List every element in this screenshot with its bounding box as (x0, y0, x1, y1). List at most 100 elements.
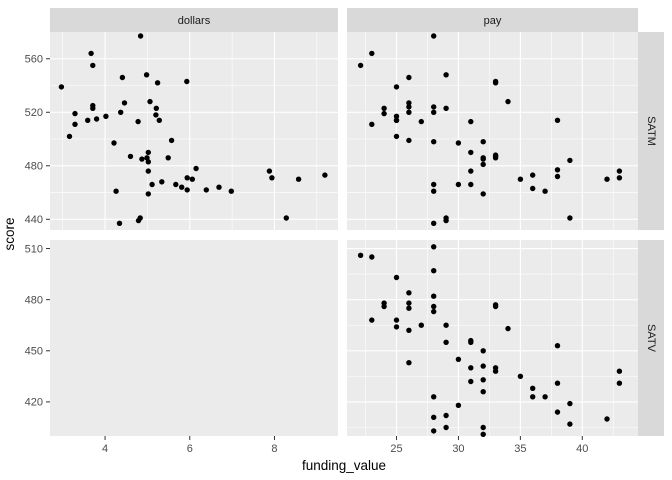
data-point (145, 159, 151, 165)
data-point (393, 84, 400, 90)
data-point (443, 217, 449, 224)
data-point (492, 80, 499, 86)
data-point (406, 360, 412, 366)
data-point (431, 268, 437, 274)
y-tick-label: 520 (25, 107, 43, 119)
data-point (168, 137, 175, 144)
data-point (72, 121, 78, 128)
gridlines (347, 32, 638, 230)
data-point (431, 104, 437, 110)
data-point (431, 181, 437, 188)
data-point (283, 215, 289, 221)
data-point (468, 118, 474, 125)
data-point (393, 117, 400, 124)
data-point (145, 149, 151, 156)
data-point (530, 394, 536, 400)
data-point (393, 113, 400, 120)
data-point (406, 74, 412, 81)
data-point (431, 33, 437, 39)
data-point (406, 137, 412, 144)
y-tick-label: 510 (25, 243, 43, 255)
data-point (468, 168, 474, 174)
data-point (121, 100, 128, 106)
data-point (322, 172, 328, 178)
data-point (480, 431, 486, 437)
data-point (431, 109, 437, 116)
y-tick-label: 450 (25, 346, 43, 358)
strip-top-dollars-bg (50, 8, 338, 32)
data-point (393, 133, 400, 140)
data-point (443, 322, 449, 328)
data-point (567, 400, 573, 407)
data-point (156, 117, 162, 124)
data-point (189, 176, 195, 182)
x-tick-label: 35 (514, 443, 526, 455)
data-point (357, 252, 364, 258)
strip-right-satv-bg (638, 240, 664, 436)
data-point (85, 117, 91, 124)
data-point (203, 187, 209, 193)
data-point (554, 173, 561, 180)
data-point (228, 188, 234, 194)
strip-right-satm-bg (638, 32, 664, 230)
data-point (480, 161, 486, 168)
x-axis-dollars: 4 6 8 (102, 436, 278, 455)
data-point (93, 116, 100, 122)
y-axis-satv: 420 450 480 510 (25, 243, 50, 409)
data-point (173, 181, 179, 188)
data-point (480, 156, 486, 162)
data-point (468, 181, 474, 188)
data-point (90, 105, 96, 112)
data-point (455, 181, 462, 188)
data-point (88, 50, 94, 57)
data-point (135, 118, 141, 125)
data-point (492, 152, 499, 158)
panel-dollars-satv (50, 32, 638, 436)
data-point (616, 368, 623, 374)
data-point (542, 188, 548, 194)
data-point (431, 428, 437, 434)
data-point (406, 300, 412, 306)
strip-top-pay-bg (347, 8, 638, 32)
data-point (103, 113, 109, 120)
data-point (431, 139, 437, 145)
strip-top-dollars: dollars (178, 15, 211, 27)
y-tick-label: 480 (25, 161, 43, 173)
x-tick-label: 8 (271, 443, 277, 455)
data-point (455, 356, 462, 362)
data-point (381, 105, 387, 112)
data-point (431, 308, 437, 315)
x-tick-label: 25 (390, 443, 402, 455)
points (357, 33, 623, 226)
data-point (184, 175, 190, 181)
data-point (492, 303, 499, 310)
data-point (184, 187, 190, 193)
data-point (147, 98, 153, 105)
data-point (369, 317, 375, 323)
data-point (443, 339, 449, 345)
points (357, 244, 623, 437)
data-point (393, 317, 400, 323)
data-point (542, 394, 548, 400)
data-point (193, 165, 199, 172)
data-point (554, 343, 561, 349)
data-point (443, 72, 449, 78)
data-point (369, 254, 375, 260)
y-tick-label: 560 (25, 54, 43, 66)
data-point (468, 149, 474, 156)
data-point (616, 175, 623, 181)
data-point (567, 157, 573, 164)
data-point (431, 220, 437, 226)
data-point (72, 110, 78, 117)
data-point (153, 105, 159, 112)
data-point (418, 118, 424, 125)
strip-right-satm: SATM (645, 116, 657, 146)
data-point (492, 368, 499, 374)
data-point (406, 104, 412, 110)
data-point (58, 84, 65, 90)
data-point (567, 421, 573, 427)
data-point (266, 168, 273, 174)
data-point (418, 322, 424, 328)
data-point (66, 133, 73, 140)
